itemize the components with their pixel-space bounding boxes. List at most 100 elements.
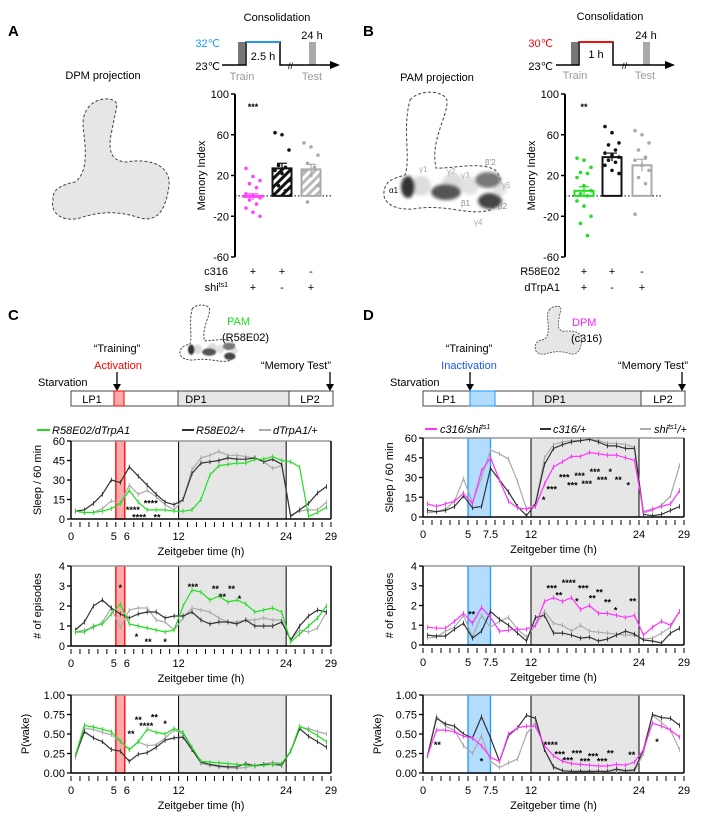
data-point	[258, 214, 262, 219]
region-label: γ5	[502, 181, 511, 190]
dark-phase-shading	[531, 566, 639, 645]
x-tick-label: 24	[633, 657, 645, 669]
axis-break-icon: //	[288, 61, 294, 71]
data-point	[575, 156, 579, 160]
x-tick-label: 29	[678, 785, 690, 797]
significance-label: *	[614, 605, 618, 615]
significance-label: ***	[559, 473, 570, 483]
driver-label: (R58E02)	[222, 332, 269, 344]
y-tick-label: 100	[211, 89, 229, 101]
y-tick-label: 0.25	[44, 749, 65, 761]
region-label: γ1	[419, 165, 428, 174]
phase-label: LP2	[653, 394, 673, 406]
x-tick-label: 6	[124, 785, 130, 797]
data-point	[610, 153, 614, 157]
x-axis-label: Zeitgeber time (h)	[510, 544, 597, 556]
genotype-cell: +	[279, 266, 285, 278]
y-tick-label: 0.75	[44, 710, 65, 722]
line-chart-C: 0 5 6 12 24 29 Zeitgeber time (h) 0.00 0.25 0.50 0…	[20, 690, 337, 812]
significance-label: ***	[546, 584, 557, 594]
arrow-down-icon	[678, 384, 686, 391]
data-point	[633, 158, 637, 163]
y-tick-label: 1	[411, 620, 417, 632]
training-label: “Training”	[94, 343, 141, 355]
x-tick-label: 24	[280, 658, 292, 670]
genotype-cell: +	[581, 266, 587, 278]
significance-label: ***	[582, 479, 593, 489]
temp-low-label: 23℃	[195, 61, 220, 73]
significance-label: **	[212, 584, 220, 594]
consolidation-title: Consolidation	[577, 11, 644, 23]
data-point	[251, 174, 255, 179]
data-point	[582, 183, 586, 188]
protocol-diagram-a: Consolidation 32℃ 23℃ // 2.5 h 24 h Trai…	[195, 12, 340, 83]
y-tick-label: -20	[543, 211, 559, 223]
data-point	[305, 200, 310, 204]
experiment-timeline-d: DPM (c316) “Training” Inactivation “Memo…	[390, 305, 688, 407]
region-label: α1	[389, 186, 399, 195]
x-tick-label: 0	[420, 785, 426, 797]
data-point	[585, 233, 590, 238]
significance-label: **	[151, 713, 159, 723]
significance-label: **	[135, 715, 143, 725]
train-bar	[571, 42, 578, 65]
activation-window	[113, 390, 125, 407]
data-point	[247, 198, 252, 202]
significance-label: *	[626, 480, 630, 490]
genotype-row2-label: shits1	[205, 282, 229, 294]
x-tick-label: 7.5	[483, 529, 498, 541]
arrow-down-icon	[466, 384, 474, 391]
significance-label: ****	[132, 513, 147, 523]
data-point	[617, 141, 621, 145]
arrow-down-icon	[326, 384, 334, 391]
y-tick-label: 2	[59, 601, 65, 613]
y-tick-label: 1	[59, 621, 65, 633]
data-point	[309, 173, 313, 178]
phase-label: LP2	[300, 394, 320, 406]
significance-label: **	[580, 102, 588, 112]
significance-label: **	[154, 513, 162, 523]
data-point	[273, 130, 277, 135]
legend-c: R58E02/dTrpA1 R58E02/+ dTrpA1/+	[37, 425, 318, 437]
arrow-down-icon	[113, 384, 121, 391]
x-tick-label: 29	[325, 531, 337, 543]
significance-label: **	[128, 729, 136, 739]
y-tick-label: -60	[543, 252, 559, 264]
significance-label: **	[589, 594, 597, 604]
data-point	[251, 210, 255, 214]
temp-low-label: 23℃	[528, 61, 553, 73]
genotype-row1-label: c316	[204, 266, 228, 278]
y-tick-label: 60	[53, 436, 65, 448]
data-point	[589, 214, 593, 219]
genotype-table-a: c316 shits1 + + - + - +	[204, 266, 314, 294]
legend-d: c316/shits1 c316/+ shits1/+	[425, 424, 687, 436]
data-point	[276, 183, 281, 188]
data-point	[647, 168, 651, 173]
significance-label: *	[480, 756, 484, 766]
region-label: β1	[461, 199, 471, 208]
genotype-cell: +	[308, 282, 314, 294]
genotype-cell: -	[280, 282, 284, 294]
genotype-cell: +	[639, 282, 645, 294]
significance-label: **	[615, 475, 623, 485]
neuron-label: DPM	[572, 317, 596, 329]
data-point	[302, 168, 306, 173]
data-point	[610, 130, 614, 135]
train-label: Train	[230, 71, 255, 83]
data-point	[302, 141, 306, 145]
legend-label: shits1/+	[654, 424, 687, 436]
x-axis-label: Zeitgeber time (h)	[510, 672, 597, 684]
genotype-cell: -	[309, 266, 313, 278]
y-tick-label: 45	[53, 456, 65, 468]
x-axis-label: Zeitgeber time (h)	[158, 546, 245, 558]
x-tick-label: 0	[420, 657, 426, 669]
manipulation-label: Activation	[94, 360, 142, 372]
data-point	[610, 168, 614, 173]
significance-label: ****	[144, 498, 159, 508]
panel-label-c: C	[8, 307, 19, 324]
delay-label: 24 h	[635, 30, 656, 42]
